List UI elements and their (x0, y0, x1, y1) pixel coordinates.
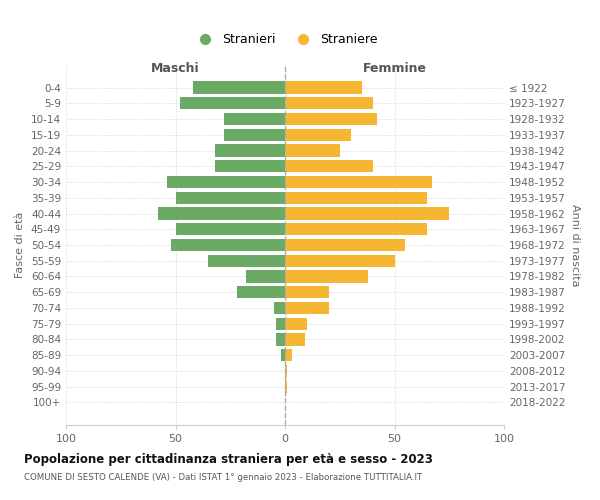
Bar (285, 365, 287, 377)
Bar (158, 208, 285, 220)
Bar (285, 160, 373, 172)
Bar (276, 318, 285, 330)
Bar (285, 223, 427, 235)
Bar (224, 113, 285, 125)
Bar (285, 239, 406, 251)
Bar (285, 349, 292, 362)
Bar (285, 302, 329, 314)
Bar (285, 144, 340, 156)
Text: Popolazione per cittadinanza straniera per età e sesso - 2023: Popolazione per cittadinanza straniera p… (24, 452, 433, 466)
Bar (276, 334, 285, 345)
Bar (208, 254, 285, 267)
Y-axis label: Fasce di età: Fasce di età (16, 212, 25, 278)
Bar (285, 208, 449, 220)
Bar (285, 192, 427, 204)
Bar (285, 270, 368, 282)
Bar (215, 144, 285, 156)
Bar (237, 286, 285, 298)
Bar (285, 82, 362, 94)
Bar (215, 160, 285, 172)
Bar (285, 113, 377, 125)
Bar (171, 239, 285, 251)
Bar (180, 97, 285, 110)
Bar (285, 97, 373, 110)
Bar (285, 318, 307, 330)
Bar (285, 380, 287, 393)
Bar (285, 254, 395, 267)
Bar (224, 128, 285, 141)
Legend: Stranieri, Straniere: Stranieri, Straniere (187, 28, 383, 51)
Text: COMUNE DI SESTO CALENDE (VA) - Dati ISTAT 1° gennaio 2023 - Elaborazione TUTTITA: COMUNE DI SESTO CALENDE (VA) - Dati ISTA… (24, 472, 422, 482)
Text: Maschi: Maschi (151, 62, 200, 75)
Bar (167, 176, 285, 188)
Bar (285, 286, 329, 298)
Bar (274, 302, 285, 314)
Y-axis label: Anni di nascita: Anni di nascita (569, 204, 580, 286)
Bar (285, 128, 350, 141)
Bar (285, 176, 432, 188)
Bar (285, 334, 305, 345)
Bar (245, 270, 285, 282)
Text: Femmine: Femmine (362, 62, 427, 75)
Bar (176, 223, 285, 235)
Bar (176, 192, 285, 204)
Bar (193, 82, 285, 94)
Bar (281, 349, 285, 362)
